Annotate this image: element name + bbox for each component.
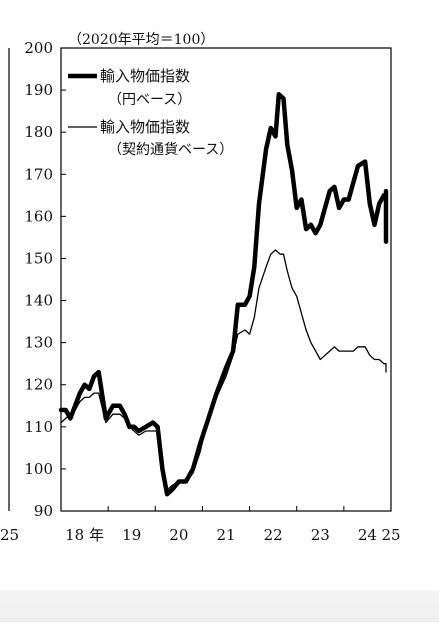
x-tick-label: 18 年 [65, 526, 104, 544]
y-tick-label: 170 [24, 165, 53, 183]
plot-frame [60, 47, 392, 512]
y-tick-label: 200 [24, 39, 53, 57]
series-line-contract-currency-basis [60, 249, 387, 491]
x-tick-label: 20 [169, 526, 188, 544]
x-tick-label: 19 [122, 526, 141, 544]
y-tick-label: 120 [24, 376, 53, 394]
x-axis: 18 年 19 20 21 22 23 24 25 [65, 506, 401, 544]
y-tick-label: 110 [24, 418, 53, 436]
x-tick-label: 24 [358, 526, 377, 544]
y-tick-label: 160 [24, 207, 53, 225]
legend-label-yen: 輸入物価指数 [100, 67, 190, 85]
x-tick-label: 21 [216, 526, 235, 544]
y-tick-label: 190 [24, 81, 53, 99]
x-tick-label: 23 [311, 526, 330, 544]
y-axis: 90 100 110 120 130 140 150 160 170 180 190 200 [24, 39, 66, 520]
y-tick-label: 140 [24, 292, 53, 310]
y-tick-label: 100 [24, 460, 53, 478]
unit-note: （2020年平均＝100） [68, 32, 214, 48]
left-panel-tick-label: 25 [0, 526, 19, 544]
y-tick-label: 150 [24, 249, 53, 267]
legend-sublabel-contract: （契約通貨ベース） [108, 141, 233, 158]
y-tick-label: 90 [34, 502, 53, 520]
x-tick-label: 22 [264, 526, 283, 544]
series-line-yen-basis [58, 92, 389, 497]
y-tick-label: 180 [24, 123, 53, 141]
legend-sublabel-yen: （円ベース） [108, 92, 191, 108]
x-tick-label: 25 [381, 526, 400, 544]
legend: 輸入物価指数 （円ベース） 輸入物価指数 （契約通貨ベース） [68, 67, 233, 158]
bottom-background [0, 590, 439, 622]
series-layer [58, 92, 389, 497]
y-tick-label: 130 [24, 334, 53, 352]
legend-label-contract: 輸入物価指数 [100, 118, 190, 136]
